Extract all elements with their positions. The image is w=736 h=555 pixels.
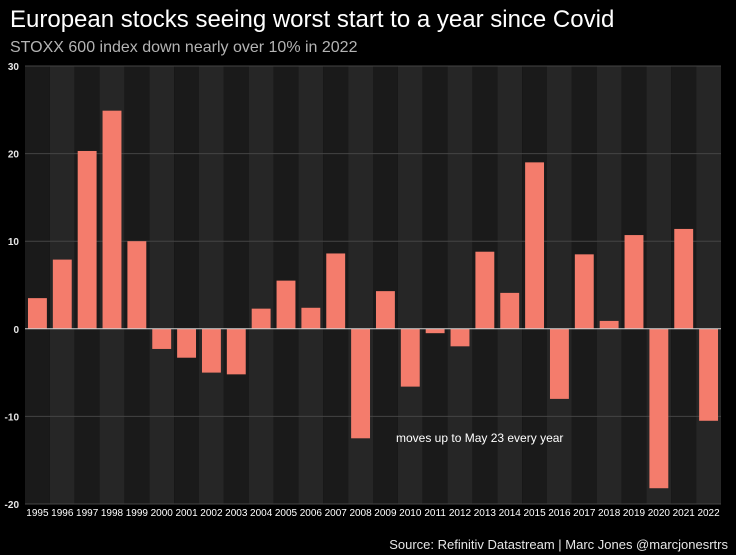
bar-1999 [127,241,147,329]
y-tick-label: -20 [5,500,20,511]
x-tick-label: 2000 [151,508,174,519]
plot-band [174,66,199,504]
plot-band [397,66,423,504]
bar-2010 [400,328,420,387]
x-tick-label: 2021 [673,508,696,519]
chart-title: European stocks seeing worst start to a … [10,6,615,33]
bar-2019 [624,235,644,329]
chart-annotation: moves up to May 23 every year [396,431,563,445]
plot-band [373,66,398,504]
plot-band [199,66,224,504]
y-tick-label: 0 [13,325,19,336]
x-tick-label: 1998 [101,508,124,519]
x-tick-label: 2011 [424,508,446,519]
bar-2018 [599,320,619,329]
x-tick-label: 1995 [26,508,49,519]
x-tick-label: 2013 [474,508,497,519]
x-tick-label: 2009 [374,508,397,519]
y-tick-label: -10 [5,412,20,423]
plot-band [497,66,523,504]
x-tick-label: 2002 [200,508,223,519]
bar-2021 [674,228,694,329]
y-tick-label: 10 [8,237,20,248]
plot-band [447,66,473,504]
plot-band [696,66,721,504]
bar-2009 [375,291,395,329]
y-axis-ticks: -20 -10 0 10 20 30 [5,62,20,511]
bar-2002 [201,328,221,373]
x-tick-label: 2010 [399,508,422,519]
x-tick-label: 1999 [126,508,149,519]
x-tick-label: 2017 [573,508,596,519]
bar-2008 [351,328,371,439]
x-tick-label: 2012 [449,508,472,519]
y-tick-label: 30 [8,62,20,73]
bar-2017 [574,254,594,329]
x-tick-label: 1996 [51,508,74,519]
x-tick-label: 2007 [325,508,348,519]
bar-1998 [102,110,122,329]
bar-1995 [27,298,47,329]
x-tick-label: 2001 [175,508,198,519]
bar-2013 [475,251,495,329]
bar-2000 [152,328,172,349]
bar-2006 [301,307,321,329]
x-tick-label: 2018 [598,508,621,519]
bar-2005 [276,280,296,329]
bar-2022 [699,328,719,421]
bar-2007 [326,253,346,329]
x-tick-label: 1997 [76,508,99,519]
bar-1997 [77,150,97,329]
plot-band [298,66,324,504]
plot-band [149,66,175,504]
bar-2020 [649,328,669,489]
bar-2012 [450,328,470,347]
y-tick-label: 20 [8,150,20,161]
bar-2003 [226,328,246,375]
x-tick-label: 2016 [548,508,571,519]
x-tick-label: 2005 [275,508,298,519]
plot-band [248,66,274,504]
bar-2016 [549,328,569,399]
x-tick-label: 2020 [648,508,671,519]
plot-band [596,66,622,504]
x-tick-label: 2003 [225,508,248,519]
x-tick-label: 2015 [523,508,546,519]
x-tick-label: 2022 [697,508,720,519]
x-tick-label: 2014 [499,508,522,519]
bars [27,110,719,489]
bar-2004 [251,308,271,329]
bar-2015 [525,162,545,329]
x-tick-label: 2008 [349,508,372,519]
bar-1996 [52,259,72,329]
x-tick-label: 2004 [250,508,273,519]
plot-band [223,66,249,504]
plot-band [422,66,448,504]
x-axis-ticks: 1995 1996 1997 1998 1999 2000 2001 2002 2003 2004… [26,508,720,519]
source-credit: Source: Refinitiv Datastream | Marc Jone… [389,537,728,552]
bar-2001 [177,328,197,358]
x-tick-label: 2006 [300,508,323,519]
plot-band [25,66,50,504]
x-tick-label: 2019 [623,508,646,519]
plot-band [547,66,572,504]
bar-2014 [500,292,520,329]
chart-subtitle: STOXX 600 index down nearly over 10% in … [10,39,358,56]
bar-2011 [425,328,445,334]
